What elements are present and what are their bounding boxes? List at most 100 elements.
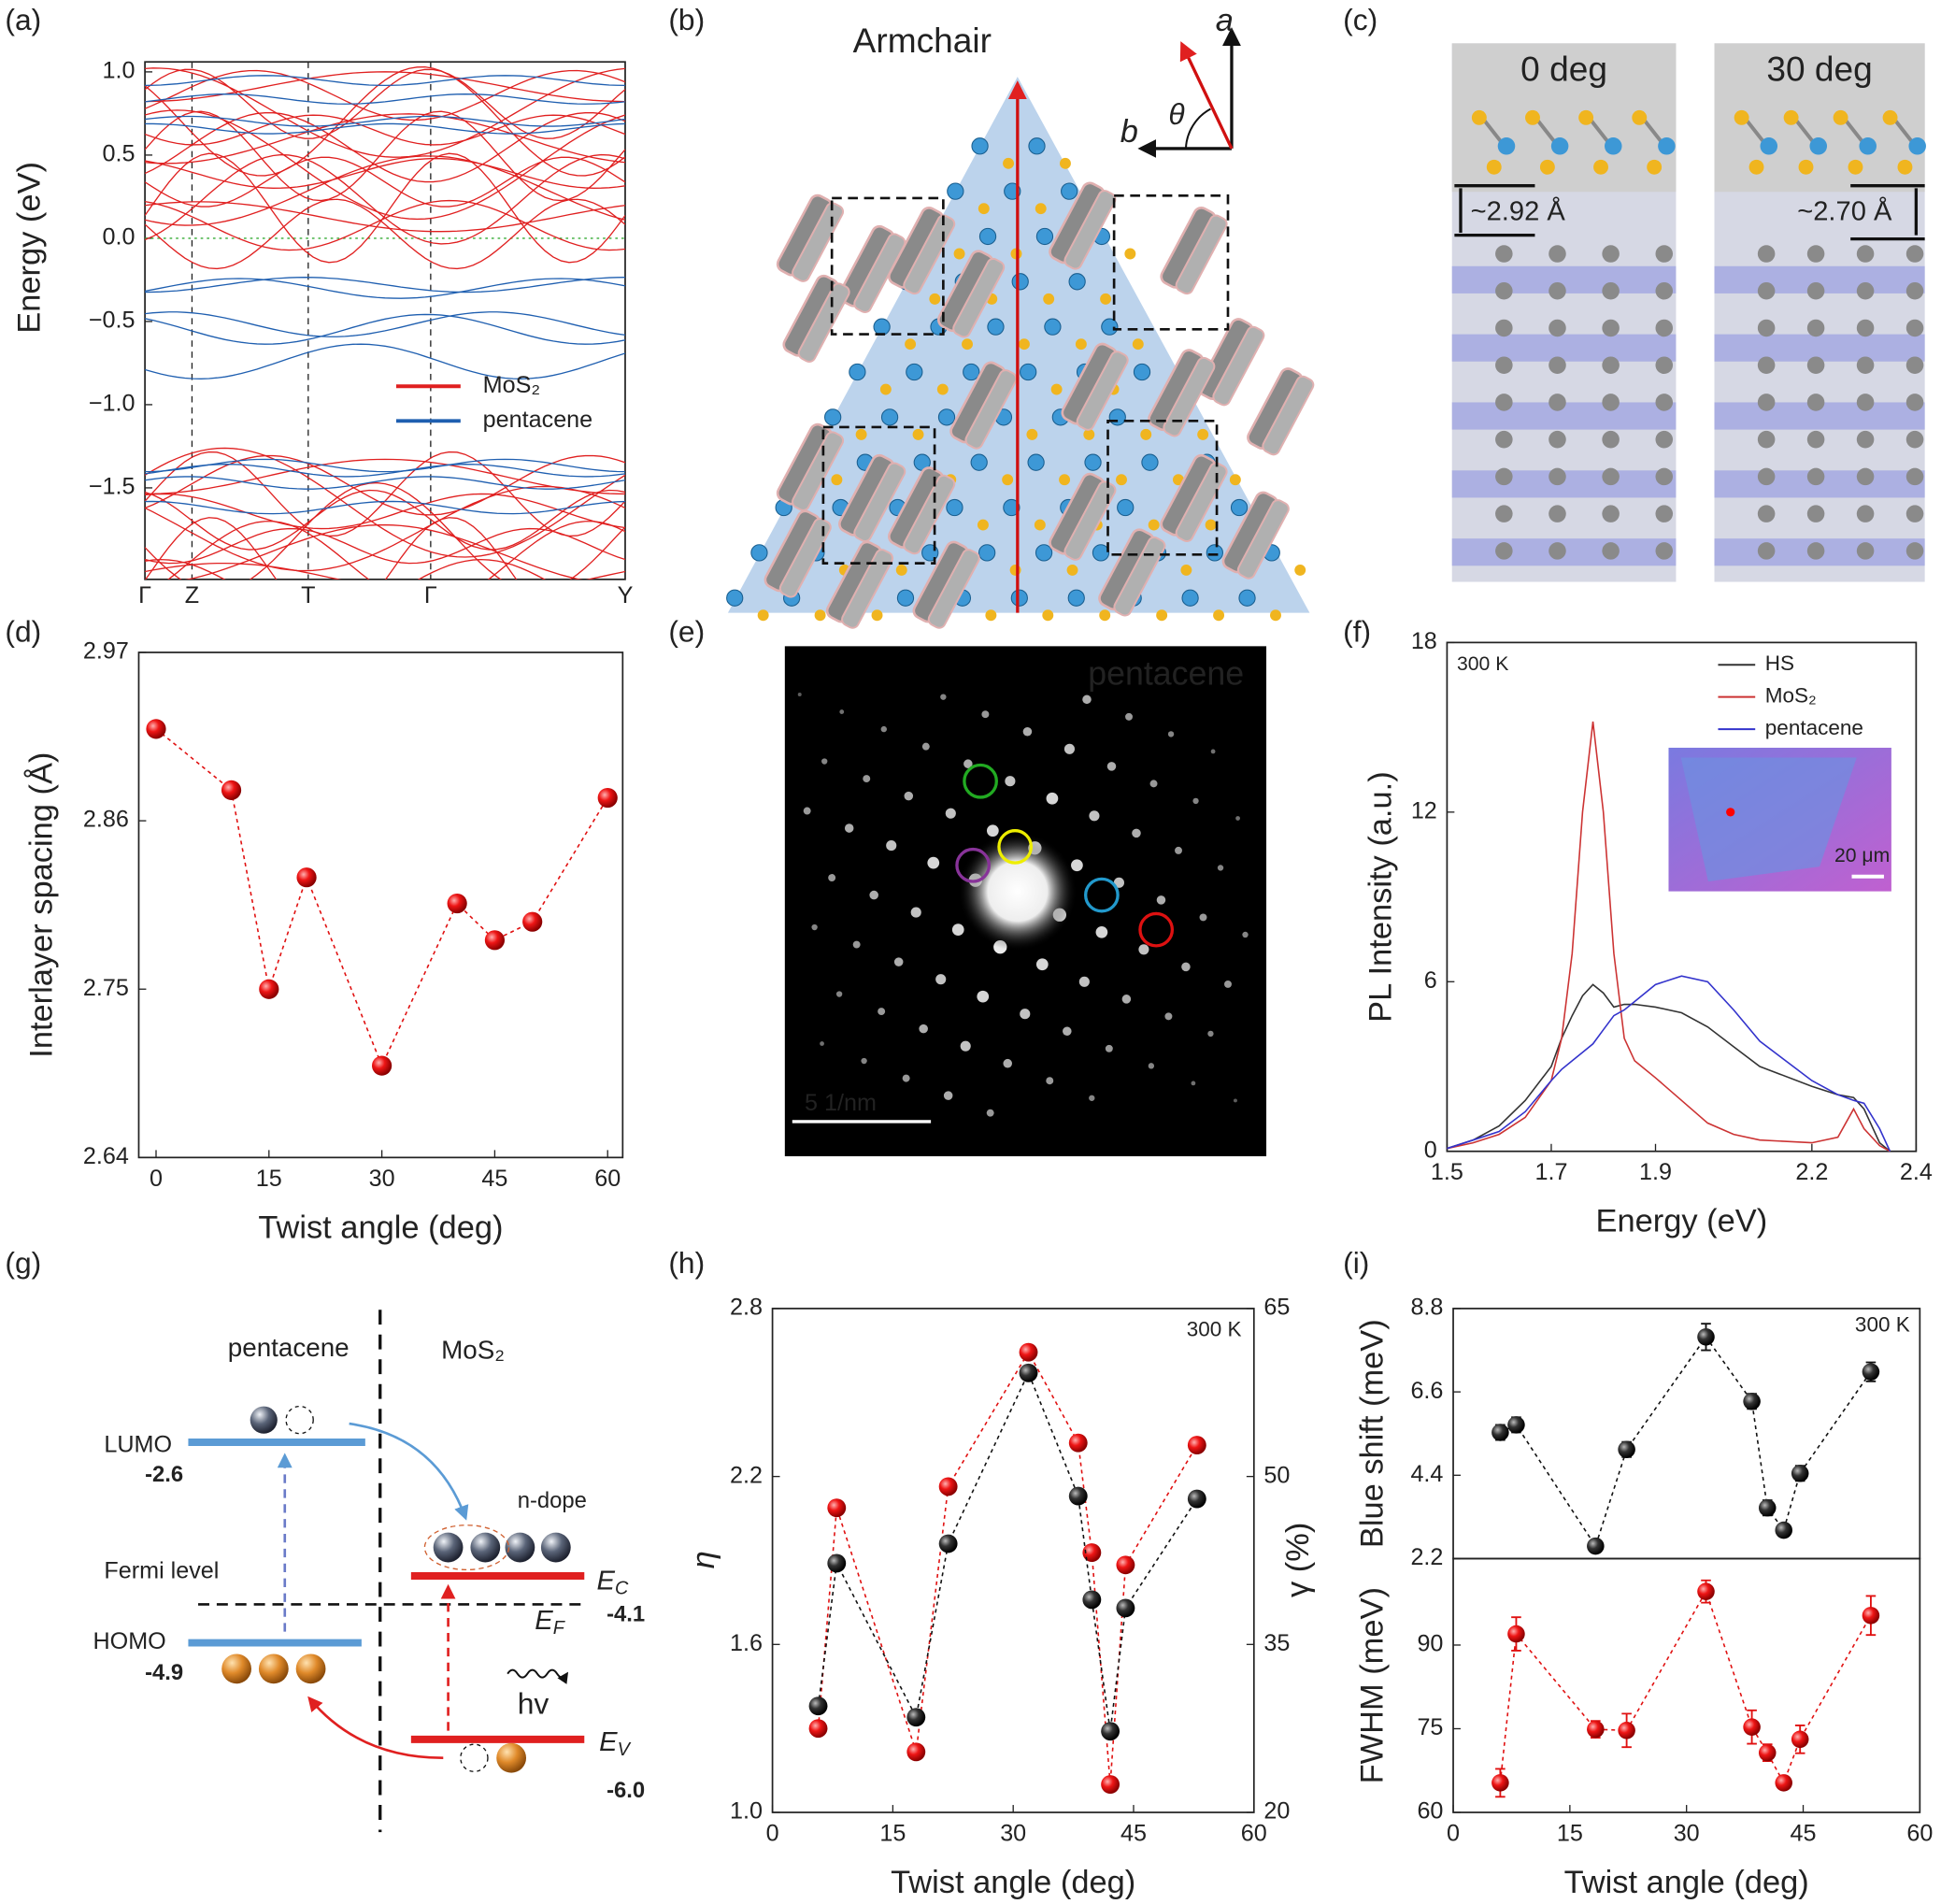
electron: [250, 1406, 278, 1434]
data-line: [1447, 975, 1891, 1152]
diffraction-spot: [828, 874, 836, 882]
band-line: [145, 454, 625, 516]
data-point: [1116, 1555, 1135, 1575]
mo-atom: [1550, 137, 1569, 155]
diffraction-spot: [1148, 1063, 1155, 1069]
diffraction-spot: [1164, 1012, 1173, 1021]
molecule-body: [1063, 480, 1117, 561]
annotation: 300 K: [1855, 1312, 1910, 1336]
mo-atom: [978, 227, 997, 246]
s-atom: [1042, 609, 1054, 622]
x-tick-label: 45: [1120, 1820, 1147, 1846]
s-atom: [905, 338, 917, 351]
s-atom: [831, 474, 843, 486]
band-line: [145, 493, 625, 530]
molecule-body: [1262, 375, 1315, 456]
panel-label: (d): [5, 615, 41, 649]
x-tick-label: T: [301, 582, 315, 608]
annotation: 300 K: [1457, 653, 1508, 675]
carbon-atom: [1856, 430, 1875, 449]
band-line: [145, 464, 625, 478]
band-line: [145, 109, 625, 221]
s-atom: [1124, 248, 1136, 260]
data-point: [1187, 1489, 1206, 1509]
spot-marker: [963, 763, 998, 799]
angle-arc: [1184, 107, 1211, 149]
s-atom: [977, 519, 989, 531]
pentacene-molecule: [1049, 472, 1117, 561]
spot-marker: [1084, 877, 1120, 913]
x-tick-label: Γ: [424, 582, 437, 608]
x-tick-label: 15: [879, 1820, 906, 1846]
x-tick-label: Y: [618, 582, 634, 608]
electron: [470, 1532, 501, 1563]
band-line: [145, 152, 625, 264]
data-line: [1500, 1336, 1872, 1548]
diffraction-spot: [1113, 877, 1124, 888]
mo-atom: [1010, 589, 1028, 607]
s-atom: [1148, 519, 1160, 531]
molecule-body: [1076, 351, 1129, 431]
scale-bar-label: 5 1/nm: [805, 1090, 877, 1116]
carbon-atom: [1806, 356, 1825, 374]
pentacene-molecule: [1049, 181, 1117, 270]
carbon-atom: [1495, 319, 1513, 337]
panel-label: (c): [1343, 3, 1377, 36]
x-tick-label: 1.9: [1639, 1159, 1672, 1185]
carbon-atom: [1602, 319, 1620, 337]
diffraction-spot: [1089, 810, 1100, 822]
carbon-atom: [1655, 245, 1674, 263]
panel-label: (f): [1343, 615, 1371, 649]
molecule-body: [853, 233, 906, 313]
carbon-atom: [1905, 394, 1924, 411]
data-point: [522, 911, 543, 932]
diffraction-spot: [1020, 1009, 1031, 1020]
s-atom: [1083, 428, 1095, 440]
diffraction-spot: [844, 823, 854, 833]
s-atom: [1116, 474, 1127, 486]
unit-cell-box: [1112, 193, 1230, 331]
carbon-atom: [1757, 281, 1776, 300]
diffraction-spot: [880, 725, 887, 733]
y-tick-label: 18: [1411, 628, 1437, 654]
hole: [258, 1653, 289, 1684]
y-tick-label: −1.0: [89, 391, 136, 417]
s-atom: [1748, 159, 1764, 175]
band-line: [145, 476, 625, 490]
band-line: [145, 277, 625, 293]
band-line: [145, 198, 625, 270]
diffraction-spot: [986, 824, 999, 837]
pentacene-molecule: [1148, 349, 1216, 437]
s-atom: [1647, 159, 1663, 175]
y-tick-label: 0.0: [103, 224, 136, 251]
y-axis-title: η: [686, 1551, 721, 1568]
angle-label: 30 deg: [1766, 50, 1872, 89]
pentacene-molecule: [838, 224, 906, 313]
diffraction-spot: [1191, 1081, 1196, 1086]
carbon-atom: [1495, 505, 1513, 523]
s-atom: [1099, 609, 1111, 622]
mo-atom: [937, 408, 956, 426]
diffraction-spot: [1095, 925, 1108, 938]
diffraction-spot: [1089, 1095, 1095, 1101]
s-atom: [1100, 293, 1112, 305]
panel-label: (i): [1343, 1246, 1369, 1280]
carbon-atom: [1757, 394, 1776, 411]
data-line: [1447, 983, 1891, 1152]
diffraction-spot: [1224, 980, 1232, 988]
y-tick-label: 65: [1263, 1295, 1290, 1321]
x-tick-label: 2.2: [1795, 1159, 1828, 1185]
diffraction-spot: [1035, 958, 1049, 971]
data-point: [906, 1708, 926, 1727]
mo-atom: [1011, 273, 1029, 291]
y-axis-title: Energy (eV): [11, 162, 47, 334]
carbon-atom: [1905, 467, 1924, 486]
s-atom: [912, 428, 924, 440]
x-tick-label: 1.5: [1431, 1159, 1463, 1185]
data-point: [938, 1534, 958, 1553]
data-point: [808, 1696, 828, 1716]
mo-atom: [1108, 408, 1126, 426]
s-atom: [1034, 519, 1046, 531]
diffraction-spot: [820, 1041, 824, 1046]
